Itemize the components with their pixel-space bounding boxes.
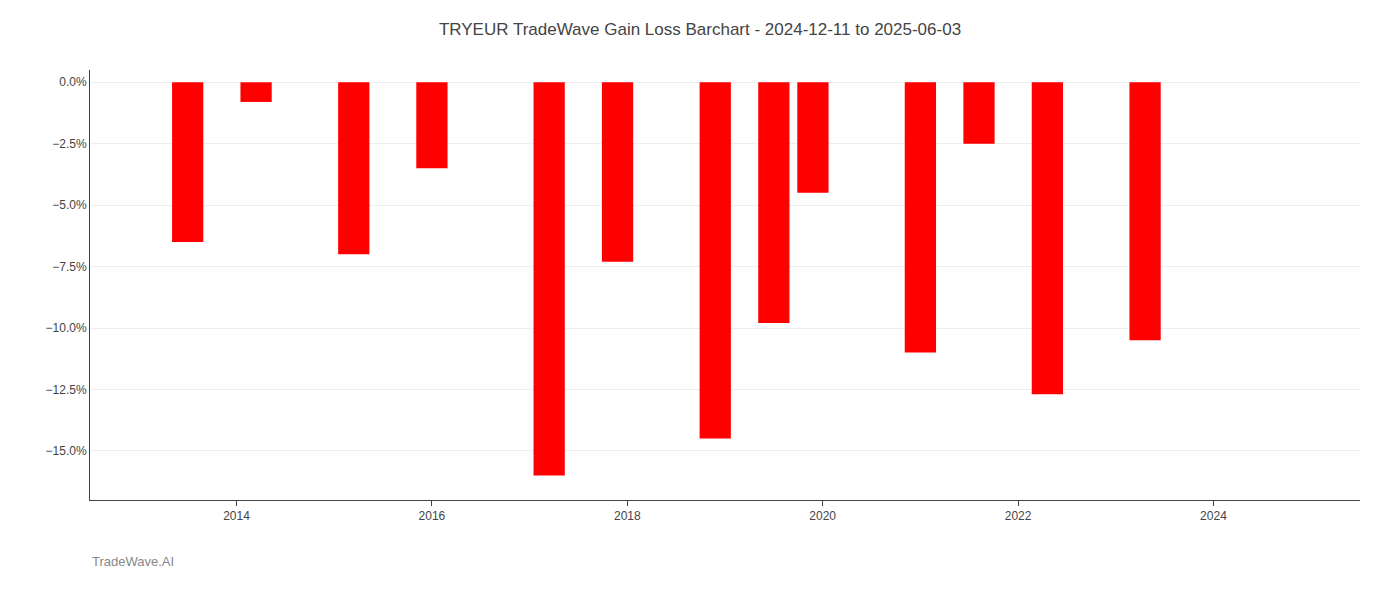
- svg-text:−2.5%: −2.5%: [52, 137, 87, 151]
- svg-text:−15.0%: −15.0%: [46, 444, 87, 458]
- svg-text:2016: 2016: [419, 509, 446, 523]
- svg-text:−12.5%: −12.5%: [46, 383, 87, 397]
- svg-text:−10.0%: −10.0%: [46, 321, 87, 335]
- svg-text:2018: 2018: [614, 509, 641, 523]
- svg-text:TRYEUR TradeWave Gain Loss Bar: TRYEUR TradeWave Gain Loss Barchart - 20…: [439, 20, 961, 39]
- svg-text:0.0%: 0.0%: [59, 75, 87, 89]
- svg-text:2022: 2022: [1005, 509, 1032, 523]
- svg-text:2014: 2014: [223, 509, 250, 523]
- svg-text:−5.0%: −5.0%: [52, 198, 87, 212]
- svg-text:2024: 2024: [1200, 509, 1227, 523]
- svg-text:−7.5%: −7.5%: [52, 260, 87, 274]
- svg-text:2020: 2020: [809, 509, 836, 523]
- svg-text:TradeWave.AI: TradeWave.AI: [92, 554, 174, 569]
